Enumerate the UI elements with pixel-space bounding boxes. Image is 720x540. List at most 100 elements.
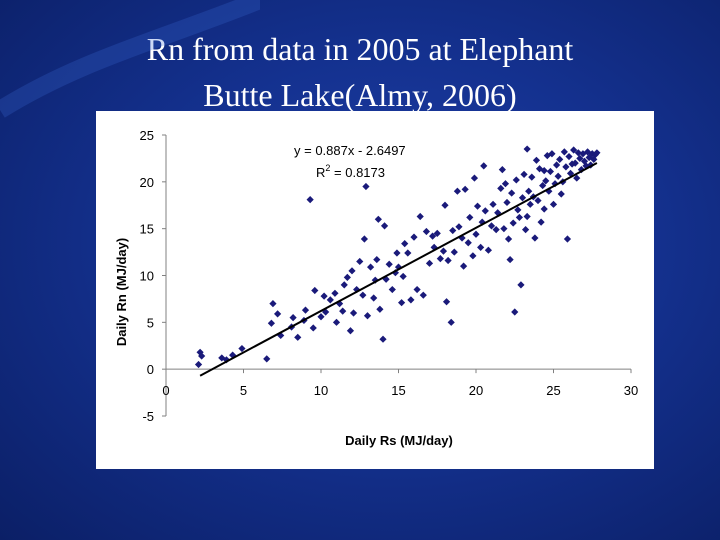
data-point bbox=[294, 333, 302, 341]
data-point bbox=[425, 259, 434, 267]
data-point bbox=[320, 292, 328, 300]
data-point bbox=[481, 207, 489, 215]
data-point bbox=[416, 212, 424, 221]
data-point bbox=[349, 309, 358, 317]
data-point bbox=[548, 150, 556, 158]
data-point bbox=[520, 170, 528, 178]
data-point bbox=[489, 200, 497, 208]
data-point bbox=[514, 206, 522, 214]
data-point bbox=[413, 285, 421, 294]
data-point bbox=[553, 161, 561, 169]
data-point bbox=[340, 281, 348, 289]
chart-panel: -5 0 5 10 15 20 25 0 5 10 15 20 25 30 y = 0.887x - 2.… bbox=[96, 111, 654, 469]
data-point bbox=[540, 205, 548, 213]
trend-equation: y = 0.887x - 2.6497 bbox=[294, 143, 406, 158]
data-point bbox=[317, 313, 325, 321]
data-point bbox=[267, 319, 275, 327]
data-point bbox=[484, 246, 492, 254]
data-point bbox=[399, 272, 407, 281]
data-point bbox=[419, 291, 427, 299]
data-point bbox=[274, 310, 282, 318]
data-point bbox=[343, 273, 351, 281]
data-point bbox=[582, 162, 590, 170]
x-tick-label: 10 bbox=[314, 383, 328, 398]
data-point bbox=[359, 291, 367, 299]
data-point bbox=[577, 166, 585, 174]
data-point bbox=[362, 182, 370, 191]
data-point bbox=[500, 225, 508, 233]
data-point bbox=[523, 145, 531, 153]
data-point bbox=[461, 185, 469, 193]
data-point bbox=[447, 318, 455, 326]
data-point bbox=[501, 180, 510, 188]
data-point bbox=[450, 248, 458, 256]
x-tick-label: 15 bbox=[391, 383, 405, 398]
data-point bbox=[587, 161, 595, 169]
data-point bbox=[526, 200, 534, 208]
data-point bbox=[492, 226, 500, 234]
data-point bbox=[570, 146, 578, 154]
data-point bbox=[277, 331, 285, 340]
data-point bbox=[367, 263, 375, 271]
x-tick-label: 5 bbox=[240, 383, 247, 398]
y-tick-label: 0 bbox=[147, 362, 154, 377]
data-point bbox=[534, 196, 542, 205]
data-point bbox=[508, 189, 516, 197]
data-point bbox=[380, 222, 389, 230]
data-point bbox=[554, 172, 562, 180]
data-point bbox=[590, 155, 598, 163]
data-point bbox=[466, 213, 474, 222]
axes bbox=[162, 134, 632, 417]
data-point bbox=[512, 176, 520, 184]
y-tick-label: 25 bbox=[140, 128, 154, 143]
tick-labels: -5 0 5 10 15 20 25 0 5 10 15 20 25 30 bbox=[140, 128, 639, 424]
data-point bbox=[504, 235, 513, 243]
data-point bbox=[353, 285, 361, 294]
data-point bbox=[332, 318, 341, 326]
y-tick-label: 15 bbox=[140, 222, 154, 237]
data-point bbox=[449, 226, 457, 235]
data-point bbox=[455, 223, 463, 231]
data-point bbox=[539, 181, 547, 190]
data-point bbox=[198, 352, 206, 360]
data-point bbox=[532, 156, 541, 164]
data-point bbox=[568, 160, 576, 168]
data-point bbox=[391, 269, 399, 277]
data-point bbox=[593, 149, 601, 157]
data-point bbox=[517, 281, 525, 289]
data-point bbox=[579, 150, 587, 158]
data-point bbox=[531, 234, 539, 242]
data-point bbox=[497, 184, 505, 192]
data-point bbox=[522, 226, 530, 234]
data-point bbox=[571, 159, 579, 167]
data-point bbox=[506, 255, 514, 264]
data-point bbox=[269, 300, 277, 308]
data-point bbox=[518, 194, 527, 202]
data-point bbox=[563, 235, 572, 243]
data-point bbox=[374, 215, 382, 223]
data-point bbox=[410, 233, 418, 241]
data-point bbox=[360, 235, 368, 243]
data-point bbox=[480, 162, 488, 170]
data-point bbox=[398, 299, 406, 307]
data-point bbox=[562, 163, 570, 171]
y-tick-label: -5 bbox=[142, 409, 154, 424]
data-point bbox=[388, 285, 396, 294]
data-point bbox=[373, 255, 381, 264]
data-points bbox=[194, 145, 601, 369]
data-point bbox=[537, 218, 545, 226]
data-point bbox=[576, 154, 584, 163]
x-tick-label: 25 bbox=[546, 383, 560, 398]
data-point bbox=[289, 314, 297, 322]
data-point bbox=[574, 149, 582, 157]
x-tick-label: 20 bbox=[469, 383, 483, 398]
data-point bbox=[404, 249, 412, 257]
data-point bbox=[339, 307, 347, 315]
data-point bbox=[509, 219, 517, 227]
data-point bbox=[306, 196, 314, 204]
data-point bbox=[551, 180, 559, 188]
data-point bbox=[585, 153, 593, 162]
data-point bbox=[487, 222, 496, 230]
data-point bbox=[401, 240, 409, 248]
data-point bbox=[565, 152, 573, 161]
